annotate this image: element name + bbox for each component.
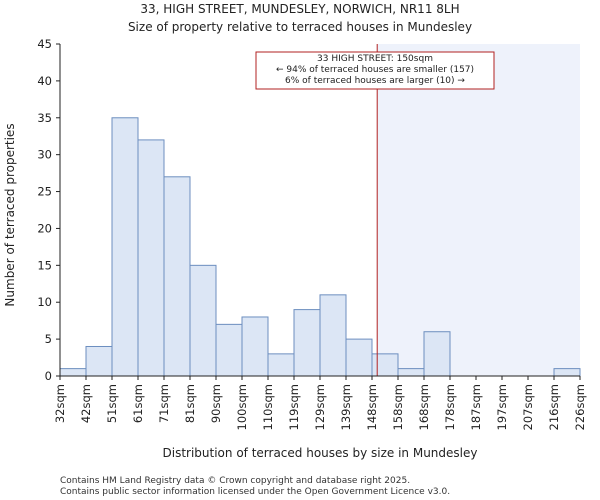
x-tick-label: 129sqm (313, 384, 327, 430)
bar-148sqm (371, 353, 399, 377)
x-axis-ticks: 32sqm 42sqm 51sqm 61sqm 71sqm 81sqm 90sqm 100sq… (53, 376, 587, 430)
x-tick-label: 32sqm (53, 384, 67, 423)
y-tick-label: 35 (37, 111, 52, 125)
x-tick-label: 226sqm (573, 384, 587, 430)
y-axis-ticks: 0 5 10 15 20 25 30 35 40 45 (37, 37, 60, 383)
x-tick-label: 110sqm (261, 384, 275, 430)
x-tick-label: 158sqm (391, 384, 405, 430)
annotation-line-2: ← 94% of terraced houses are smaller (15… (276, 65, 474, 75)
y-tick-label: 0 (45, 369, 52, 383)
x-tick-label: 187sqm (469, 384, 483, 430)
x-tick-label: 216sqm (547, 384, 561, 430)
annotation-line-1: 33 HIGH STREET: 150sqm (317, 54, 433, 64)
x-tick-label: 81sqm (183, 384, 197, 423)
annotation-line-3: 6% of terraced houses are larger (10) → (285, 76, 465, 86)
x-tick-label: 90sqm (209, 384, 223, 423)
bar-119sqm (293, 309, 321, 377)
bar-51sqm (111, 117, 139, 377)
x-tick-label: 207sqm (521, 384, 535, 430)
bar-139sqm (345, 338, 373, 377)
y-axis-label: Number of terraced properties (3, 123, 17, 306)
y-tick-label: 30 (37, 148, 52, 162)
y-tick-label: 20 (37, 221, 52, 235)
x-tick-label: 139sqm (339, 384, 353, 430)
x-tick-label: 119sqm (287, 384, 301, 430)
x-tick-label: 61sqm (131, 384, 145, 423)
x-tick-label: 42sqm (79, 384, 93, 423)
bar-216sqm (553, 368, 581, 377)
bar-168sqm (423, 331, 451, 377)
x-axis-label: Distribution of terraced houses by size … (163, 446, 478, 460)
bar-90sqm (215, 323, 243, 377)
bar-42sqm (85, 345, 113, 377)
x-tick-label: 178sqm (443, 384, 457, 430)
larger-properties-region (377, 44, 580, 376)
x-tick-label: 148sqm (365, 384, 379, 430)
x-tick-label: 71sqm (157, 384, 171, 423)
y-tick-label: 25 (37, 185, 52, 199)
bar-61sqm (137, 139, 165, 377)
x-tick-label: 197sqm (495, 384, 509, 430)
x-tick-label: 168sqm (417, 384, 431, 430)
bars-group (59, 117, 581, 377)
y-tick-label: 45 (37, 37, 52, 51)
chart-subtitle: Size of property relative to terraced ho… (128, 20, 472, 34)
y-tick-label: 15 (37, 258, 52, 272)
bar-100sqm (241, 316, 269, 377)
bar-158sqm (397, 368, 425, 377)
bar-110sqm (267, 353, 295, 377)
bar-32sqm (59, 368, 87, 377)
bar-81sqm (189, 264, 217, 377)
x-tick-label: 51sqm (105, 384, 119, 423)
annotation-box (255, 51, 495, 90)
y-tick-label: 10 (37, 295, 52, 309)
footer-line-2: Contains public sector information licen… (60, 487, 450, 497)
chart-title: 33, HIGH STREET, MUNDESLEY, NORWICH, NR1… (140, 2, 459, 16)
bar-129sqm (319, 294, 347, 377)
footer-line-1: Contains HM Land Registry data © Crown c… (60, 476, 410, 486)
y-tick-label: 5 (45, 332, 52, 346)
y-tick-label: 40 (37, 74, 52, 88)
bar-71sqm (163, 176, 191, 377)
x-tick-label: 100sqm (235, 384, 249, 430)
